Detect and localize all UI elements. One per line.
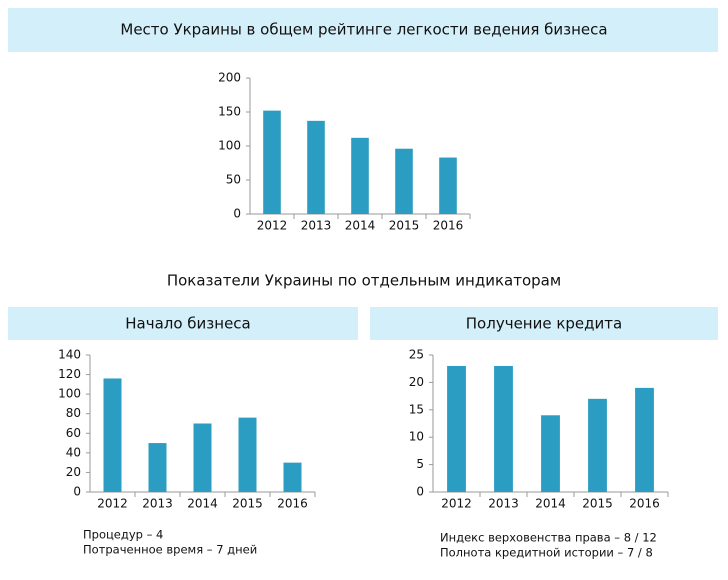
x-tick-label: 2013 xyxy=(142,497,173,511)
x-tick-label: 2014 xyxy=(345,219,376,233)
y-tick-label: 40 xyxy=(66,445,81,459)
chart-title: Начало бизнеса xyxy=(125,315,251,333)
y-tick-label: 5 xyxy=(416,457,424,471)
bar xyxy=(541,415,560,492)
annotation: Потраченное время – 7 дней xyxy=(83,543,257,557)
bar xyxy=(635,387,654,492)
x-tick-label: 2014 xyxy=(187,497,218,511)
y-tick-label: 140 xyxy=(58,348,81,362)
x-tick-label: 2013 xyxy=(301,219,332,233)
y-tick-label: 15 xyxy=(409,402,424,416)
y-tick-label: 0 xyxy=(73,485,81,499)
x-tick-label: 2012 xyxy=(257,219,288,233)
y-tick-label: 120 xyxy=(58,367,81,381)
annotation: Процедур – 4 xyxy=(83,528,163,542)
x-tick-label: 2015 xyxy=(389,219,420,233)
x-tick-label: 2016 xyxy=(629,497,660,511)
bar xyxy=(439,157,457,214)
y-tick-label: 10 xyxy=(409,430,424,444)
bar xyxy=(238,417,257,492)
x-tick-label: 2015 xyxy=(232,497,263,511)
y-tick-label: 100 xyxy=(218,139,241,153)
bar xyxy=(148,443,167,492)
header-band xyxy=(8,8,718,52)
y-tick-label: 50 xyxy=(226,173,241,187)
y-tick-label: 80 xyxy=(66,406,81,420)
bar xyxy=(283,462,302,492)
y-tick-label: 25 xyxy=(409,348,424,362)
chart-title: Получение кредита xyxy=(466,315,622,333)
y-tick-label: 200 xyxy=(218,71,241,85)
bar xyxy=(193,423,212,492)
bar xyxy=(103,378,122,492)
x-tick-label: 2015 xyxy=(582,497,613,511)
bar xyxy=(307,120,325,214)
header-band xyxy=(8,307,358,340)
x-tick-label: 2012 xyxy=(97,497,128,511)
x-tick-label: 2014 xyxy=(535,497,566,511)
y-tick-label: 0 xyxy=(416,485,424,499)
y-tick-label: 0 xyxy=(233,207,241,221)
y-tick-label: 150 xyxy=(218,105,241,119)
bar xyxy=(588,398,607,492)
chart-title: Место Украины в общем рейтинге легкости … xyxy=(120,21,607,39)
x-tick-label: 2013 xyxy=(488,497,519,511)
bar xyxy=(263,110,281,214)
x-tick-label: 2012 xyxy=(441,497,472,511)
x-tick-label: 2016 xyxy=(277,497,308,511)
bar xyxy=(447,365,466,492)
bar xyxy=(494,365,513,492)
bar xyxy=(395,148,413,214)
annotation: Полнота кредитной истории – 7 / 8 xyxy=(440,546,653,560)
section-title: Показатели Украины по отдельным индикато… xyxy=(167,272,561,290)
bar xyxy=(351,137,369,214)
x-tick-label: 2016 xyxy=(433,219,464,233)
annotation: Индекс верховенства права – 8 / 12 xyxy=(440,531,657,545)
y-tick-label: 20 xyxy=(66,465,81,479)
y-tick-label: 20 xyxy=(409,375,424,389)
y-tick-label: 60 xyxy=(66,426,81,440)
header-band xyxy=(370,307,718,340)
y-tick-label: 100 xyxy=(58,387,81,401)
